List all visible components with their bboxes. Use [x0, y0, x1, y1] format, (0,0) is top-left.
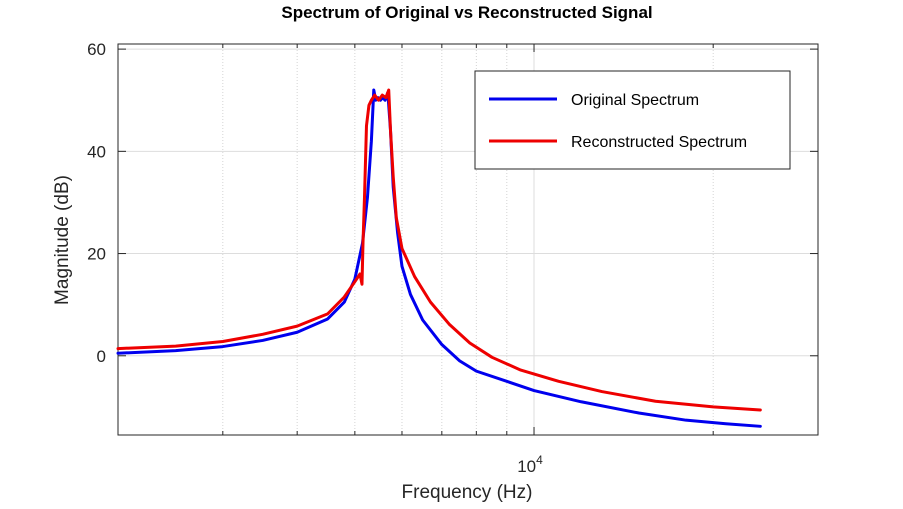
x-axis-label: Frequency (Hz)	[402, 482, 533, 503]
axis-ticks: 0 20 40 60 104	[87, 40, 819, 476]
y-axis-label: Magnitude (dB)	[52, 175, 73, 305]
y-tick-label: 0	[97, 347, 106, 366]
series-reconstructed-spectrum	[116, 88, 762, 412]
series-group	[116, 88, 762, 428]
y-tick-label: 40	[87, 142, 106, 161]
x-tick-label: 104	[517, 453, 543, 476]
legend-label-reconstructed: Reconstructed Spectrum	[571, 134, 747, 151]
y-tick-label: 60	[87, 40, 106, 59]
legend-box	[474, 70, 791, 170]
legend-label-original: Original Spectrum	[571, 92, 699, 109]
y-tick-label: 20	[87, 245, 106, 264]
chart-title: Spectrum of Original vs Reconstructed Si…	[281, 3, 652, 22]
plot-area	[117, 43, 819, 436]
legend: Original Spectrum Reconstructed Spectrum	[474, 70, 791, 170]
